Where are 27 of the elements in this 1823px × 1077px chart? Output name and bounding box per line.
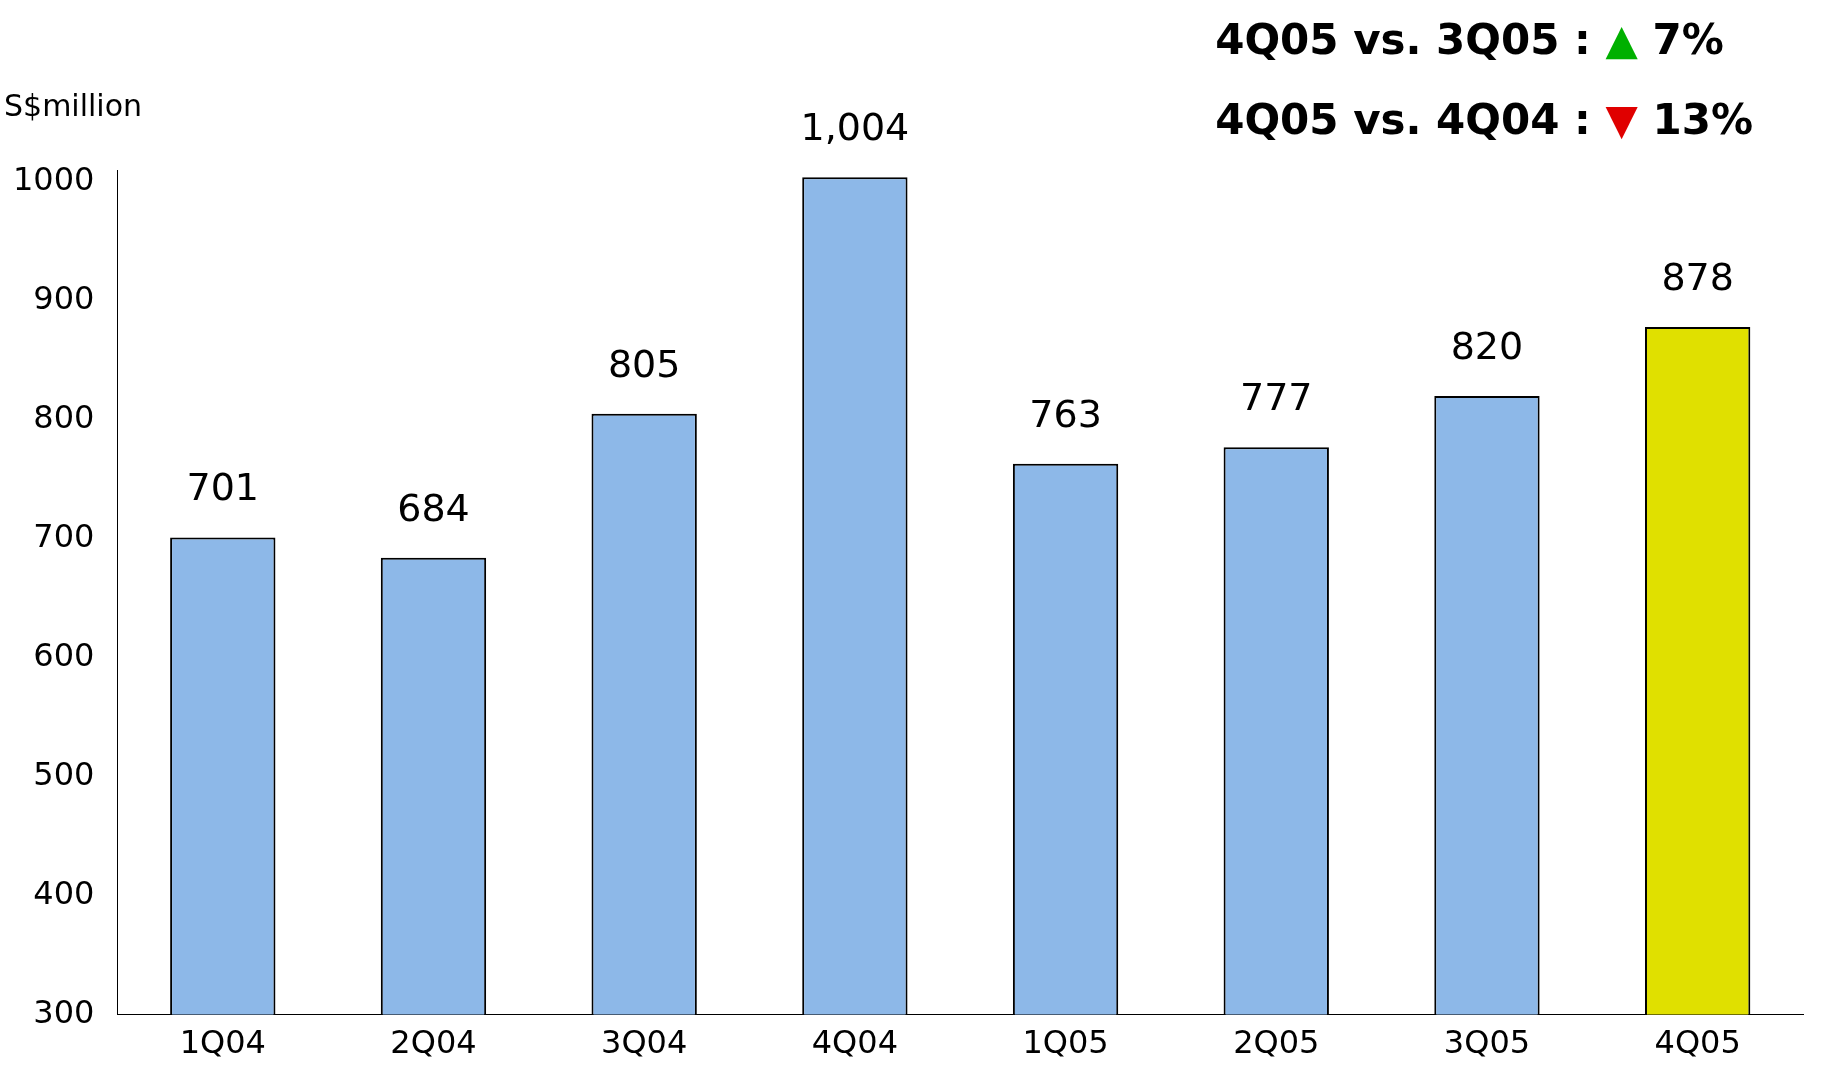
- x-tick-label: 3Q05: [1443, 1023, 1531, 1062]
- data-label: 1,004: [800, 105, 910, 150]
- x-tick-label: 1Q04: [179, 1023, 266, 1062]
- y-tick-label: 1000: [13, 160, 95, 199]
- y-tick-label: 700: [33, 517, 95, 556]
- data-label: 684: [397, 485, 470, 530]
- data-label: 805: [607, 341, 681, 386]
- data-label: 820: [1450, 323, 1524, 368]
- text: 4Q05 vs. 3Q05 : ▲ 7%: [1215, 14, 1725, 66]
- x-tick-label: 2Q05: [1233, 1023, 1320, 1062]
- text: 4Q05 vs. 4Q04 : ▼ 13%: [1215, 94, 1753, 146]
- y-axis-title: S$million: [4, 88, 143, 123]
- x-tick-label: 1Q05: [1022, 1023, 1109, 1062]
- x-tick-label: 3Q04: [601, 1023, 688, 1062]
- y-tick-label: 900: [33, 279, 95, 318]
- y-tick-label: 400: [33, 873, 95, 912]
- y-tick-label: 800: [33, 398, 95, 437]
- data-label: 701: [186, 465, 260, 510]
- y-tick-label: 500: [33, 755, 95, 793]
- data-label: 763: [1029, 391, 1102, 436]
- y-tick-label: 300: [33, 992, 95, 1031]
- x-tick-label: 4Q05: [1654, 1023, 1741, 1062]
- y-tick-label: 600: [33, 636, 95, 675]
- x-tick-label: 4Q04: [811, 1023, 898, 1062]
- x-tick-label: 2Q04: [390, 1023, 477, 1062]
- data-label: 777: [1240, 375, 1313, 420]
- data-label: 878: [1661, 254, 1734, 299]
